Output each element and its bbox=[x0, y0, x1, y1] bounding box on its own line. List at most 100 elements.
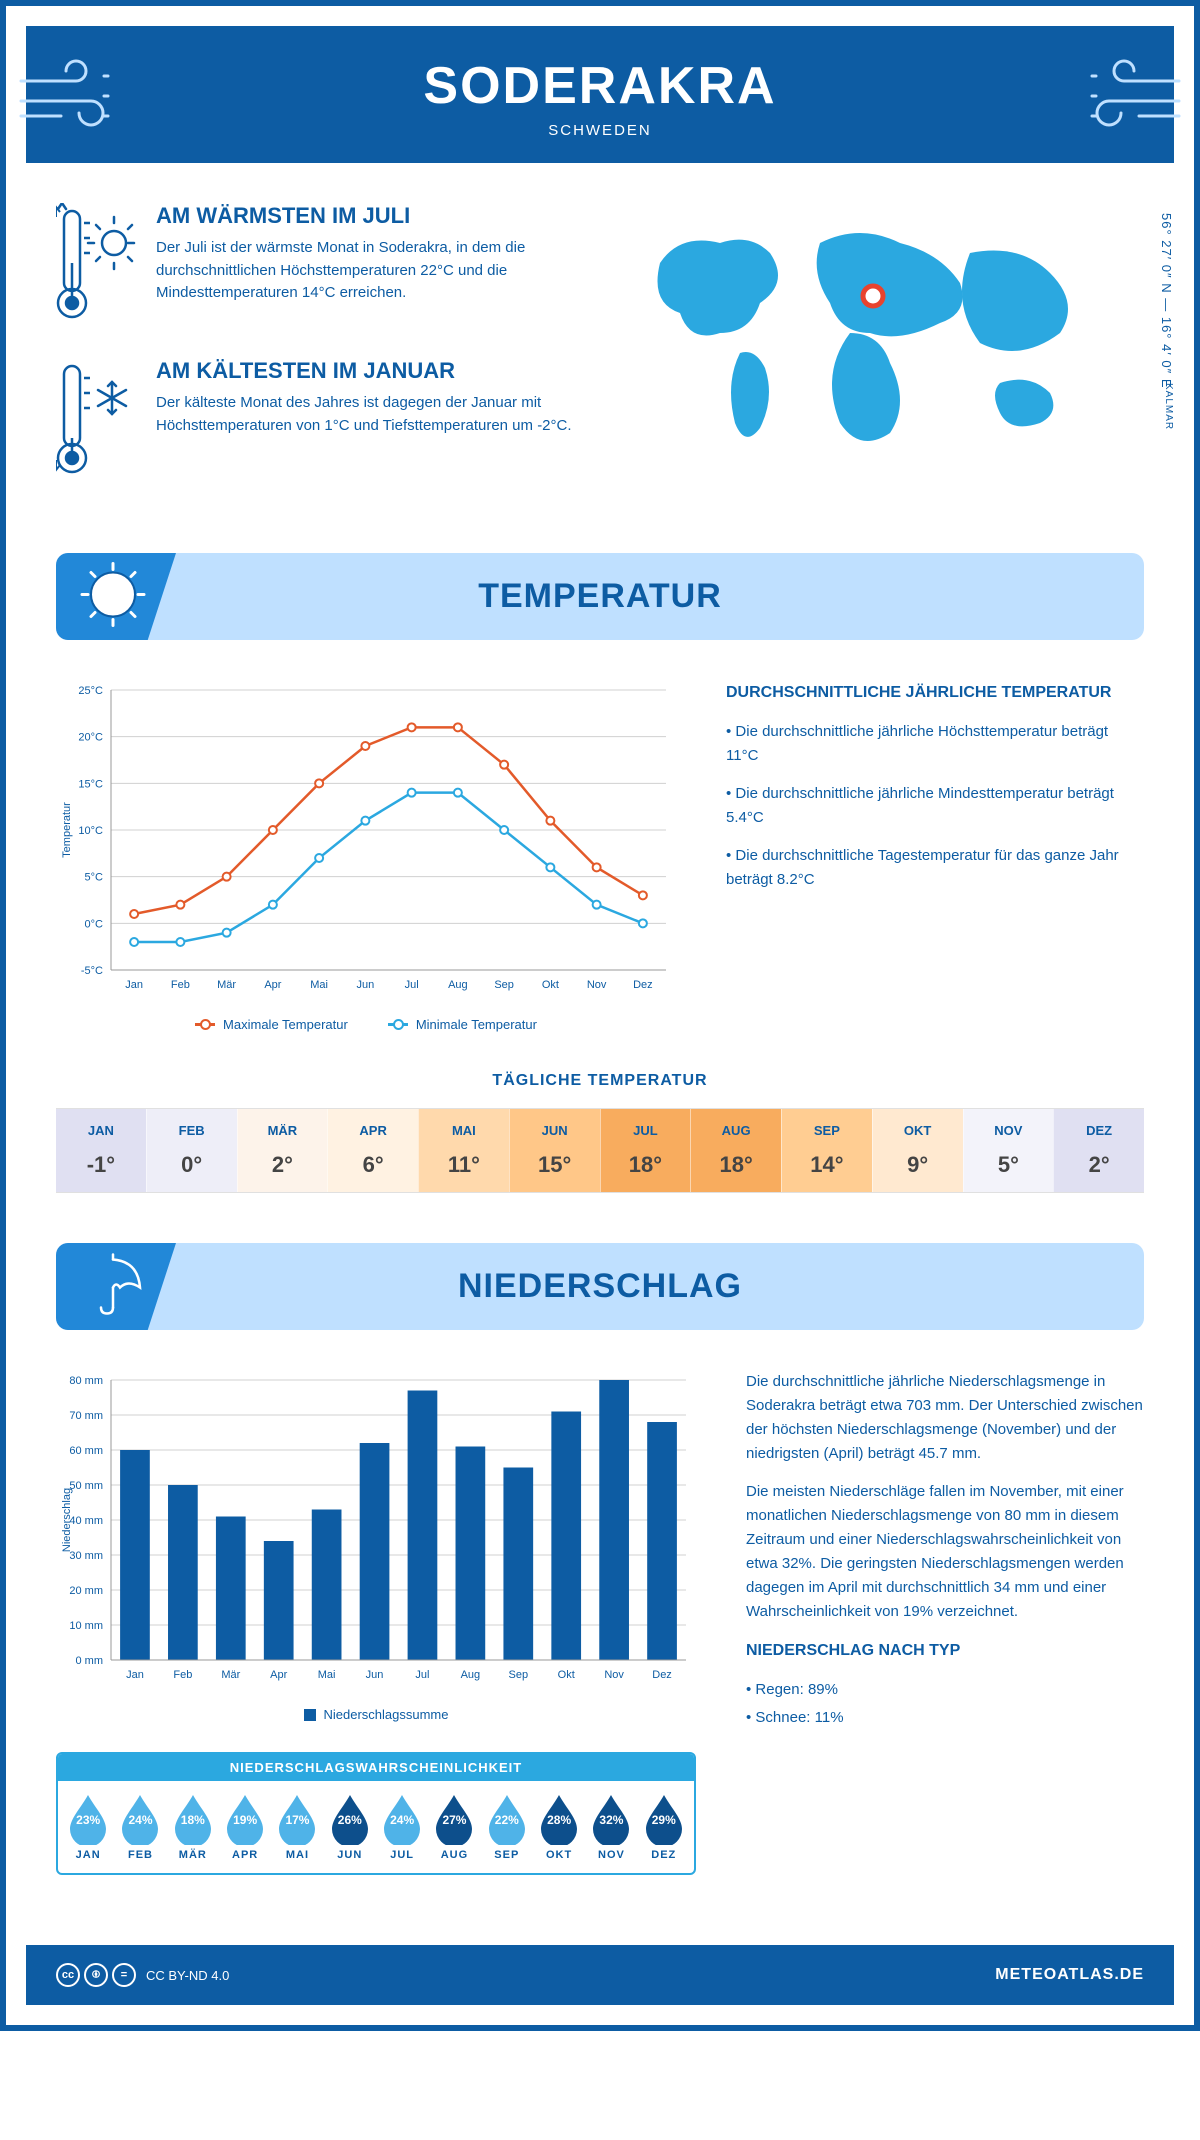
svg-text:20°C: 20°C bbox=[78, 732, 103, 744]
coordinates-label: 56° 27′ 0″ N — 16° 4′ 0″ E bbox=[1159, 213, 1174, 389]
daily-temp-cell: APR6° bbox=[327, 1109, 418, 1192]
svg-text:15°C: 15°C bbox=[78, 778, 103, 790]
svg-text:Okt: Okt bbox=[558, 1669, 575, 1681]
daily-temp-cell: SEP14° bbox=[781, 1109, 872, 1192]
temperature-line-chart: -5°C0°C5°C10°C15°C20°C25°CJanFebMärAprMa… bbox=[56, 680, 676, 1000]
temp-summary-b2: • Die durchschnittliche jährliche Mindes… bbox=[726, 782, 1144, 830]
svg-text:Apr: Apr bbox=[264, 979, 281, 991]
precip-probability-box: NIEDERSCHLAGSWAHRSCHEINLICHKEIT 23%JAN24… bbox=[56, 1752, 696, 1875]
coldest-text: Der kälteste Monat des Jahres ist dagege… bbox=[156, 392, 580, 437]
precip-prob-cell: 23%JAN bbox=[64, 1793, 112, 1861]
precip-prob-title: NIEDERSCHLAGSWAHRSCHEINLICHKEIT bbox=[58, 1754, 694, 1781]
legend-min-label: Minimale Temperatur bbox=[416, 1017, 537, 1032]
daily-temp-cell: JUN15° bbox=[509, 1109, 600, 1192]
intro-facts: AM WÄRMSTEN IM JULI Der Juli ist der wär… bbox=[56, 203, 580, 513]
daily-temp-cell: FEB0° bbox=[146, 1109, 237, 1192]
precip-prob-cell: 24%JUL bbox=[378, 1793, 426, 1861]
svg-text:Sep: Sep bbox=[509, 1669, 529, 1681]
daily-temp-cell: AUG18° bbox=[690, 1109, 781, 1192]
svg-text:Mai: Mai bbox=[318, 1669, 336, 1681]
svg-text:30 mm: 30 mm bbox=[69, 1550, 103, 1562]
region-label: KALMAR bbox=[1163, 383, 1174, 430]
location-marker-icon bbox=[860, 283, 886, 314]
precip-chart-legend: Niederschlagssumme bbox=[56, 1707, 696, 1722]
svg-text:Dez: Dez bbox=[633, 979, 653, 991]
svg-text:Jun: Jun bbox=[366, 1669, 384, 1681]
warmest-text: Der Juli ist der wärmste Monat in Sodera… bbox=[156, 237, 580, 305]
header-band: SODERAKRA SCHWEDEN bbox=[26, 26, 1174, 163]
svg-text:Mär: Mär bbox=[221, 1669, 240, 1681]
thermometer-sun-icon bbox=[56, 203, 136, 328]
precip-p1: Die durchschnittliche jährliche Niedersc… bbox=[746, 1370, 1144, 1466]
world-map: 56° 27′ 0″ N — 16° 4′ 0″ E KALMAR bbox=[620, 203, 1144, 513]
precip-bar-chart: 0 mm10 mm20 mm30 mm40 mm50 mm60 mm70 mm8… bbox=[56, 1370, 696, 1690]
svg-text:Nov: Nov bbox=[604, 1669, 624, 1681]
svg-text:20 mm: 20 mm bbox=[69, 1585, 103, 1597]
infographic-frame: SODERAKRA SCHWEDEN bbox=[0, 0, 1200, 2031]
daily-temp-cell: OKT9° bbox=[872, 1109, 963, 1192]
coldest-title: AM KÄLTESTEN IM JANUAR bbox=[156, 358, 580, 384]
svg-text:-5°C: -5°C bbox=[81, 965, 103, 977]
temperature-summary: DURCHSCHNITTLICHE JÄHRLICHE TEMPERATUR •… bbox=[726, 680, 1144, 1032]
svg-text:Jun: Jun bbox=[357, 979, 375, 991]
precip-title: NIEDERSCHLAG bbox=[86, 1267, 1114, 1306]
wind-icon bbox=[1064, 56, 1184, 136]
svg-text:60 mm: 60 mm bbox=[69, 1445, 103, 1457]
wind-icon bbox=[16, 56, 136, 136]
svg-text:Temperatur: Temperatur bbox=[61, 802, 73, 858]
precip-prob-cell: 26%JUN bbox=[326, 1793, 374, 1861]
daily-temp-title: TÄGLICHE TEMPERATUR bbox=[56, 1072, 1144, 1090]
svg-text:Mai: Mai bbox=[310, 979, 328, 991]
daily-temp-cell: MÄR2° bbox=[237, 1109, 328, 1192]
svg-text:Jan: Jan bbox=[125, 979, 143, 991]
precip-summary: Die durchschnittliche jährliche Niedersc… bbox=[746, 1370, 1144, 1875]
precip-p2: Die meisten Niederschläge fallen im Nove… bbox=[746, 1480, 1144, 1624]
daily-temp-cell: JAN-1° bbox=[56, 1109, 146, 1192]
svg-text:Dez: Dez bbox=[652, 1669, 672, 1681]
daily-temp-cell: JUL18° bbox=[600, 1109, 691, 1192]
svg-text:Sep: Sep bbox=[494, 979, 514, 991]
svg-text:70 mm: 70 mm bbox=[69, 1410, 103, 1422]
svg-text:25°C: 25°C bbox=[78, 685, 103, 697]
svg-text:Mär: Mär bbox=[217, 979, 236, 991]
precip-type-title: NIEDERSCHLAG NACH TYP bbox=[746, 1638, 1144, 1664]
temp-summary-b3: • Die durchschnittliche Tagestemperatur … bbox=[726, 844, 1144, 892]
temperature-section-header: TEMPERATUR bbox=[56, 553, 1144, 640]
precip-prob-cell: 27%AUG bbox=[430, 1793, 478, 1861]
precip-prob-cell: 17%MAI bbox=[273, 1793, 321, 1861]
precip-prob-cell: 28%OKT bbox=[535, 1793, 583, 1861]
warmest-title: AM WÄRMSTEN IM JULI bbox=[156, 203, 580, 229]
svg-text:Aug: Aug bbox=[461, 1669, 481, 1681]
daily-temp-table: JAN-1°FEB0°MÄR2°APR6°MAI11°JUN15°JUL18°A… bbox=[56, 1108, 1144, 1193]
precip-prob-cell: 24%FEB bbox=[116, 1793, 164, 1861]
svg-text:40 mm: 40 mm bbox=[69, 1515, 103, 1527]
svg-text:Okt: Okt bbox=[542, 979, 559, 991]
license-label: CC BY-ND 4.0 bbox=[146, 1968, 229, 1983]
legend-max-label: Maximale Temperatur bbox=[223, 1017, 348, 1032]
site-label: METEOATLAS.DE bbox=[995, 1966, 1144, 1984]
svg-text:10°C: 10°C bbox=[78, 825, 103, 837]
svg-text:5°C: 5°C bbox=[85, 872, 104, 884]
svg-text:Jul: Jul bbox=[405, 979, 419, 991]
daily-temp-cell: NOV5° bbox=[963, 1109, 1054, 1192]
precip-prob-cell: 22%SEP bbox=[483, 1793, 531, 1861]
warmest-fact: AM WÄRMSTEN IM JULI Der Juli ist der wär… bbox=[56, 203, 580, 328]
precip-row: 0 mm10 mm20 mm30 mm40 mm50 mm60 mm70 mm8… bbox=[56, 1370, 1144, 1875]
svg-text:Nov: Nov bbox=[587, 979, 607, 991]
svg-text:0 mm: 0 mm bbox=[76, 1655, 104, 1667]
cc-icon: cc🅯= bbox=[56, 1963, 136, 1987]
svg-text:Jan: Jan bbox=[126, 1669, 144, 1681]
svg-text:Apr: Apr bbox=[270, 1669, 287, 1681]
precip-type2: • Schnee: 11% bbox=[746, 1706, 1144, 1730]
svg-text:Aug: Aug bbox=[448, 979, 468, 991]
precip-prob-cell: 18%MÄR bbox=[169, 1793, 217, 1861]
footer-band: cc🅯= CC BY-ND 4.0 METEOATLAS.DE bbox=[26, 1945, 1174, 2005]
daily-temp-cell: MAI11° bbox=[418, 1109, 509, 1192]
precip-section-header: NIEDERSCHLAG bbox=[56, 1243, 1144, 1330]
precip-legend-label: Niederschlagssumme bbox=[324, 1707, 449, 1722]
svg-text:Jul: Jul bbox=[415, 1669, 429, 1681]
svg-text:50 mm: 50 mm bbox=[69, 1480, 103, 1492]
thermometer-snow-icon bbox=[56, 358, 136, 483]
svg-text:Niederschlag: Niederschlag bbox=[61, 1488, 73, 1552]
svg-text:10 mm: 10 mm bbox=[69, 1620, 103, 1632]
